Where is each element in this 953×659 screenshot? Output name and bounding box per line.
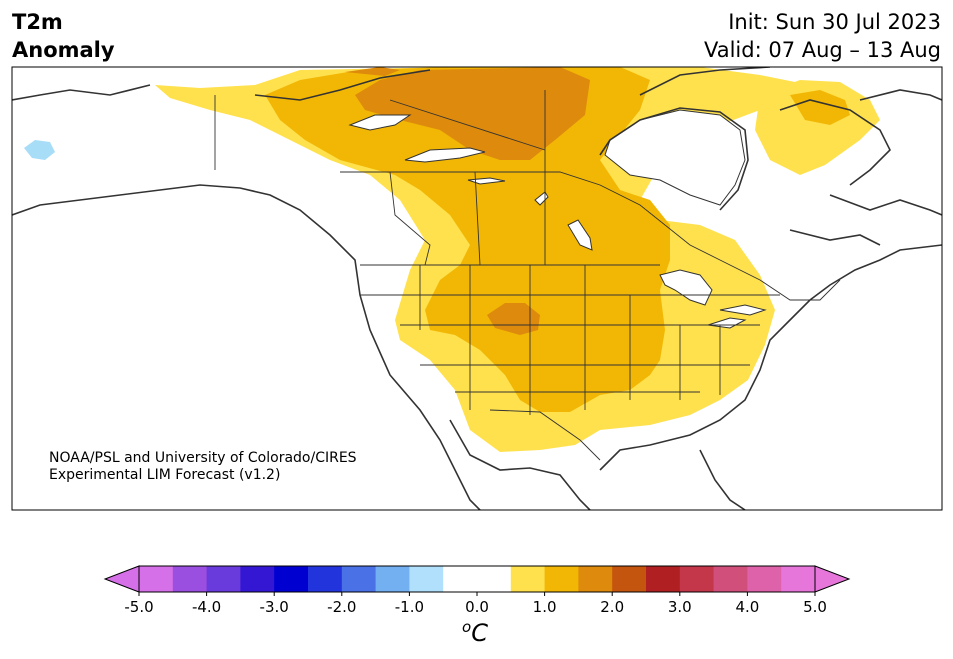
colorbar-swatch [308, 566, 343, 592]
political-borders [214, 90, 841, 461]
credit-text: NOAA/PSL and University of Colorado/CIRE… [49, 450, 357, 484]
colorbar-tick-label: -4.0 [191, 598, 222, 616]
colorbar-swatch [747, 566, 782, 592]
date-info: Init: Sun 30 Jul 2023 Valid: 07 Aug – 13… [704, 8, 941, 64]
colorbar-tick-label: -2.0 [327, 598, 357, 616]
colorbar-swatch [781, 566, 816, 592]
title-line-1: T2m [12, 10, 63, 34]
colorbar-swatch [612, 566, 647, 592]
anomaly-orange-ne [790, 90, 850, 125]
colorbar [103, 565, 851, 596]
colorbar-swatch [578, 566, 613, 592]
map-content [12, 67, 942, 510]
colorbar-tick-label: 0.0 [465, 598, 489, 616]
title-line-2: Anomaly [12, 38, 115, 62]
colorbar-swatch [375, 566, 410, 592]
colorbar-swatch [172, 566, 208, 592]
valid-date: Valid: 07 Aug – 13 Aug [703, 38, 941, 62]
map-frame [11, 66, 943, 511]
lakes [348, 109, 767, 329]
unit-letter: C [471, 619, 488, 647]
colorbar-tick-label: 4.0 [735, 598, 760, 616]
colorbar-tick-label: 5.0 [803, 598, 827, 616]
anomaly-darkorange-arctic [345, 67, 400, 76]
colorbar-extend-min [103, 565, 140, 593]
coastlines [12, 67, 942, 510]
colorbar-swatch [646, 566, 681, 592]
colorbar-swatch [409, 566, 444, 592]
colorbar-swatch [240, 566, 275, 592]
colorbar-extend-max [814, 565, 851, 593]
anomaly-cold-alaska [24, 140, 55, 160]
colorbar-tick-label: 1.0 [532, 598, 557, 616]
colorbar-tick-label: -5.0 [124, 598, 154, 616]
colorbar-swatch [206, 566, 241, 592]
anomaly-darkorange-north [355, 67, 590, 160]
colorbar-tick-label: 3.0 [667, 598, 692, 616]
credit-line-1: NOAA/PSL and University of Colorado/CIRE… [49, 450, 357, 466]
unit-degree: o [462, 618, 472, 636]
colorbar-tick-labels: -5.0 -4.0 -3.0 -2.0 -1.0 0.0 1.0 2.0 3.0 4.0 5.0 [0, 598, 953, 618]
colorbar-swatch [713, 566, 748, 592]
colorbar-swatch [274, 566, 309, 592]
colorbar-swatch [544, 566, 579, 592]
colorbar-swatch [477, 566, 512, 592]
colorbar-swatch [341, 566, 377, 592]
colorbar-unit: oC [462, 618, 488, 647]
colorbar-tick-label: -1.0 [394, 598, 425, 616]
credit-line-2: Experimental LIM Forecast (v1.2) [49, 467, 281, 483]
map-title: T2m Anomaly [12, 8, 115, 64]
colorbar-tick-label: -3.0 [259, 598, 289, 616]
anomaly-orange-region [265, 67, 670, 412]
colorbar-tick-label: 2.0 [600, 598, 625, 616]
init-date: Init: Sun 30 Jul 2023 [728, 10, 941, 34]
anomaly-yellow-ne [755, 80, 880, 175]
colorbar-swatch [139, 566, 174, 592]
colorbar-swatch [510, 566, 546, 592]
anomaly-darkorange-central [487, 303, 540, 335]
colorbar-swatch [679, 566, 715, 592]
colorbar-swatch [443, 566, 478, 592]
